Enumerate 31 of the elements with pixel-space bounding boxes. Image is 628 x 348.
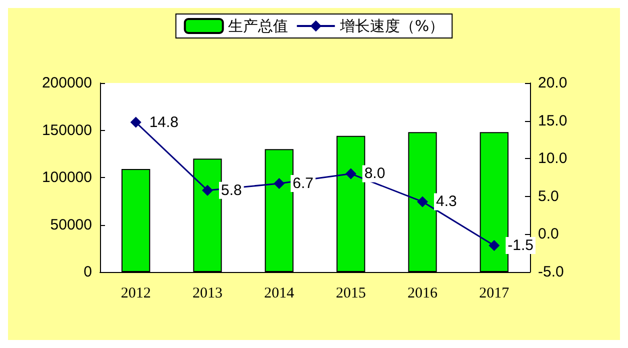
y-tick-label: 100000 (42, 169, 92, 186)
y-tick-label: 200000 (42, 74, 92, 92)
x-tick-label: 2012 (120, 286, 151, 302)
point (202, 184, 213, 196)
x-tick-label: 2016 (408, 286, 438, 302)
x-tick-label: 2013 (192, 286, 222, 302)
point (417, 196, 428, 208)
data-label: -1.5 (508, 237, 534, 254)
y-tick-label: 50000 (50, 216, 92, 234)
y2-tick-label: 10.0 (538, 150, 568, 168)
x-tick-label: 2015 (336, 286, 366, 302)
point (130, 116, 142, 128)
data-label: 5.8 (221, 182, 242, 199)
data-label: 6.7 (292, 175, 314, 192)
data-label: 8.0 (364, 165, 386, 182)
data-label: 4.3 (436, 193, 457, 210)
y2-tick-label: 5.0 (538, 188, 559, 205)
y-tick-label: 0 (84, 264, 92, 280)
y-tick-label: 150000 (42, 122, 92, 139)
legend-label: 增长速度（%） (338, 17, 444, 35)
point (488, 240, 500, 252)
y2-tick-label: -5.0 (538, 264, 564, 280)
data-label: 14.8 (149, 114, 179, 131)
x-tick-label: 2017 (479, 286, 510, 302)
y2-tick-label: 15.0 (538, 112, 568, 130)
x-tick-label: 2014 (264, 286, 295, 302)
point (274, 178, 285, 190)
point (345, 168, 356, 180)
y2-tick-label: 20.0 (538, 74, 568, 92)
y2-tick-label: 0.0 (538, 226, 559, 243)
legend-label: 生产总值 (228, 17, 288, 35)
